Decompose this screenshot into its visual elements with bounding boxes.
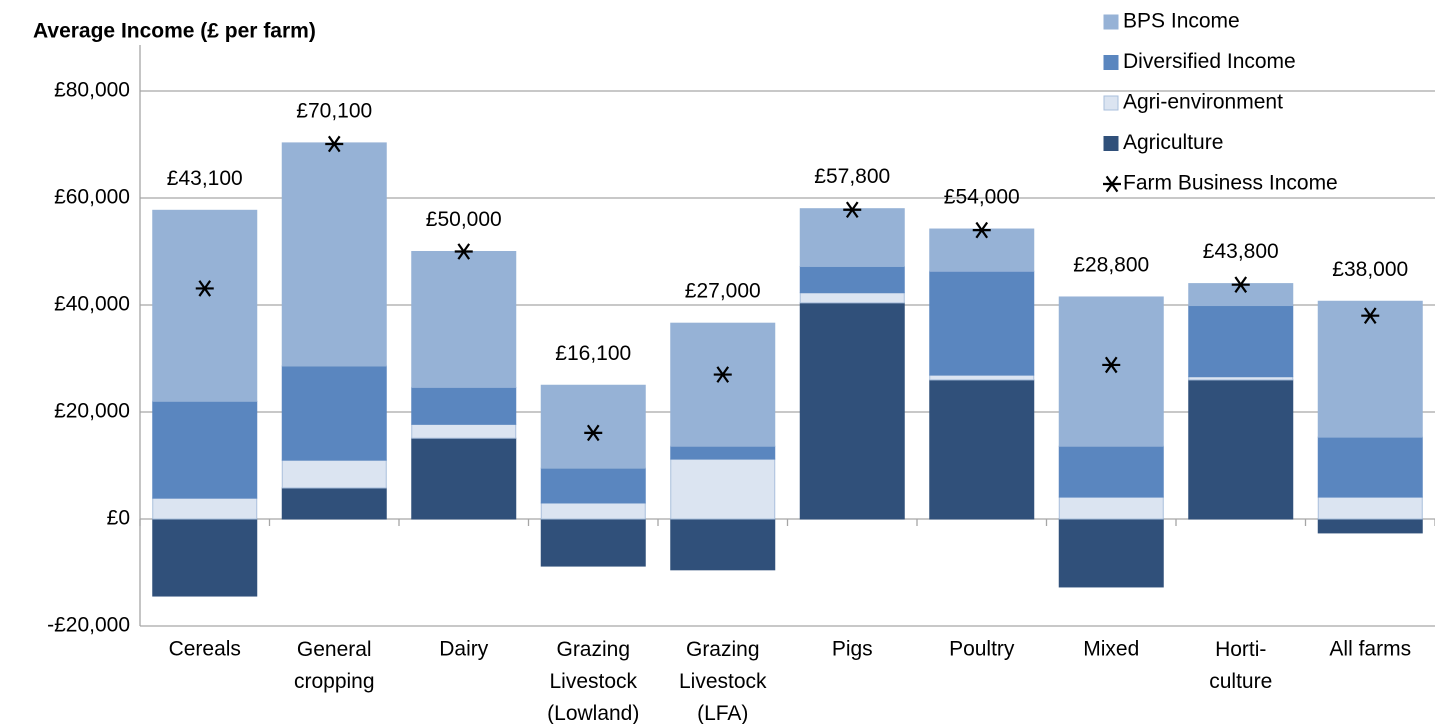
legend-swatch [1103, 136, 1119, 151]
data-label: £54,000 [944, 186, 1020, 209]
legend-label: Diversified Income [1123, 50, 1296, 73]
bar-segment [1317, 496, 1423, 520]
marker [1361, 307, 1380, 324]
bar-segment [152, 209, 258, 402]
data-label: £38,000 [1332, 258, 1408, 281]
bar-segment [799, 292, 905, 304]
bar-segment [670, 322, 776, 447]
bar-segment [670, 445, 776, 460]
marker [454, 243, 473, 260]
marker [843, 201, 862, 219]
legend-label: Agriculture [1123, 131, 1223, 154]
data-label: £27,000 [685, 280, 761, 303]
marker [584, 424, 603, 442]
data-label: £16,100 [555, 342, 631, 365]
bar-segment [929, 228, 1035, 272]
x-tick-label: General cropping [294, 638, 375, 693]
bar-segment [1188, 305, 1294, 378]
bar-segment [281, 142, 387, 367]
data-label: £43,100 [167, 167, 243, 190]
bar-segment [411, 251, 517, 388]
marker [1103, 175, 1121, 193]
bar-segment [1317, 436, 1423, 498]
bar-segment [929, 379, 1035, 520]
bar-segment [799, 302, 905, 520]
x-tick-label: Horti-culture [1209, 638, 1272, 693]
bar-segment [1058, 518, 1164, 588]
x-tick-label: Grazing Livestock (LFA) [679, 638, 767, 724]
marker [713, 366, 732, 383]
marker [1102, 356, 1121, 374]
marker [972, 221, 991, 239]
bar-segment [540, 384, 646, 469]
x-tick-label: Dairy [439, 638, 489, 661]
legend-swatch [1103, 14, 1119, 30]
bar-segment [281, 365, 387, 461]
bar-segment [929, 374, 1035, 381]
bar-segment [1058, 296, 1164, 447]
y-tick-label: £40,000 [54, 293, 130, 316]
bar-segment [411, 437, 517, 520]
y-tick-label: £80,000 [54, 79, 130, 102]
x-tick-label: Cereals [169, 638, 241, 661]
legend-label: BPS Income [1123, 10, 1240, 33]
bar-segment [152, 497, 258, 520]
bar-segment [411, 386, 517, 425]
chart-title: Average Income (£ per farm) [33, 20, 316, 43]
x-tick-label: Poultry [949, 638, 1015, 661]
bar-segment [799, 265, 905, 294]
bar-segment [929, 270, 1035, 376]
legend-swatch [1103, 95, 1119, 111]
bar-segment [1058, 496, 1164, 520]
marker [195, 280, 214, 297]
y-tick-label: -£20,000 [47, 614, 130, 637]
bar-segment [1188, 379, 1294, 520]
y-tick-label: £20,000 [54, 400, 130, 423]
x-tick-label: All farms [1329, 638, 1411, 661]
bar-segment [152, 400, 258, 499]
bar-segment [1188, 283, 1294, 307]
bar-segment [281, 459, 387, 489]
bar-segment [799, 208, 905, 267]
marker [325, 135, 344, 153]
data-label: £57,800 [814, 165, 890, 188]
data-label: £50,000 [426, 208, 502, 231]
bar-segment [281, 487, 387, 520]
legend-label: Agri-environment [1123, 91, 1283, 114]
marker [1231, 276, 1250, 293]
bar-segment [1317, 300, 1423, 438]
legend-swatch [1103, 55, 1119, 70]
y-tick-label: £60,000 [54, 186, 130, 209]
bar-segment [670, 518, 776, 571]
bar-segment [540, 467, 646, 504]
data-label: £28,800 [1073, 254, 1149, 277]
x-tick-label: Mixed [1083, 638, 1139, 661]
data-label: £70,100 [296, 99, 372, 122]
bar-segment [1317, 518, 1423, 534]
bar-segment [540, 518, 646, 567]
bar-segment [411, 423, 517, 439]
legend-label: Farm Business Income [1123, 172, 1338, 195]
bar-segment [1058, 445, 1164, 498]
bar-segment [540, 502, 646, 520]
data-label: £43,800 [1203, 240, 1279, 263]
bar-segment [152, 518, 258, 597]
x-tick-label: Grazing Livestock (Lowland) [547, 638, 639, 724]
bar-segment [670, 458, 776, 520]
y-tick-label: £0 [107, 507, 130, 530]
x-tick-label: Pigs [832, 638, 873, 661]
